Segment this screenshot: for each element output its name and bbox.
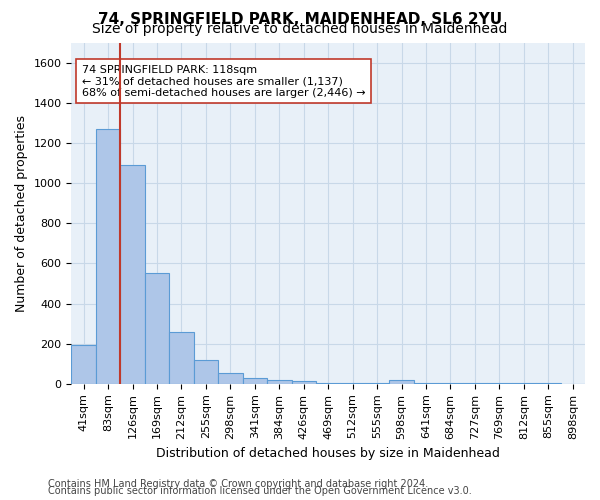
Bar <box>96 129 121 384</box>
Bar <box>267 380 292 384</box>
Text: Size of property relative to detached houses in Maidenhead: Size of property relative to detached ho… <box>92 22 508 36</box>
Bar <box>365 383 389 384</box>
Text: Contains HM Land Registry data © Crown copyright and database right 2024.: Contains HM Land Registry data © Crown c… <box>48 479 428 489</box>
Bar <box>414 383 438 384</box>
Y-axis label: Number of detached properties: Number of detached properties <box>15 114 28 312</box>
Bar <box>218 373 242 384</box>
Bar <box>316 383 340 384</box>
X-axis label: Distribution of detached houses by size in Maidenhead: Distribution of detached houses by size … <box>156 447 500 460</box>
Bar <box>145 274 169 384</box>
Text: Contains public sector information licensed under the Open Government Licence v3: Contains public sector information licen… <box>48 486 472 496</box>
Bar <box>292 381 316 384</box>
Text: 74 SPRINGFIELD PARK: 118sqm
← 31% of detached houses are smaller (1,137)
68% of : 74 SPRINGFIELD PARK: 118sqm ← 31% of det… <box>82 64 365 98</box>
Bar <box>340 383 365 384</box>
Text: 74, SPRINGFIELD PARK, MAIDENHEAD, SL6 2YU: 74, SPRINGFIELD PARK, MAIDENHEAD, SL6 2Y… <box>98 12 502 28</box>
Bar <box>169 332 194 384</box>
Bar <box>242 378 267 384</box>
Bar <box>389 380 414 384</box>
Bar <box>121 165 145 384</box>
Bar <box>194 360 218 384</box>
Bar <box>71 344 96 384</box>
